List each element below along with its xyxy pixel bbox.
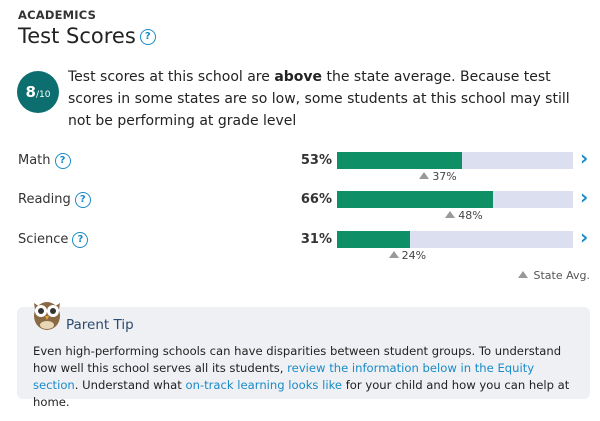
help-icon[interactable]: ? bbox=[74, 191, 91, 208]
rating-scale: /10 bbox=[35, 90, 51, 100]
state-avg-marker bbox=[445, 211, 456, 218]
score-label: 31% bbox=[300, 232, 332, 247]
subject-label: Reading? bbox=[18, 191, 91, 208]
rating-badge: 8/10 bbox=[17, 71, 59, 113]
bar bbox=[337, 191, 493, 208]
help-icon[interactable]: ? bbox=[139, 29, 156, 45]
owl-icon bbox=[34, 302, 60, 330]
tip-body: Even high-performing schools can have di… bbox=[33, 343, 583, 411]
help-icon[interactable]: ? bbox=[54, 152, 71, 169]
state-avg-label: 37% bbox=[432, 170, 457, 183]
bar bbox=[337, 152, 463, 169]
tip-link[interactable]: review the information below in the Equi… bbox=[33, 361, 535, 392]
rating-score: 8 bbox=[25, 83, 36, 101]
bar-track bbox=[337, 191, 573, 208]
state-avg-label: 48% bbox=[458, 209, 483, 222]
chevron[interactable]: › bbox=[580, 185, 589, 209]
tip-box: Parent Tip Even high-performing schools … bbox=[17, 302, 590, 409]
subject-label: Math? bbox=[18, 152, 71, 169]
state-avg-label: 24% bbox=[401, 249, 427, 262]
legend-marker bbox=[517, 271, 528, 278]
tip-link[interactable]: on-track learning looks like bbox=[185, 378, 343, 392]
tip-title: Parent Tip bbox=[66, 317, 134, 333]
subject-label: Science? bbox=[18, 231, 89, 248]
summary-text: the state average. Because test scores i… bbox=[68, 69, 570, 129]
subject-name: Math bbox=[18, 153, 51, 168]
summary-text: Test scores at this school are bbox=[68, 69, 275, 85]
subject-name: Science bbox=[18, 232, 69, 247]
state-avg-marker bbox=[419, 172, 430, 179]
bar-track bbox=[337, 231, 573, 248]
title-text: Test Scores bbox=[18, 24, 136, 48]
summary-emphasis: above bbox=[274, 69, 323, 85]
eyebrow: ACADEMICS bbox=[18, 8, 97, 22]
summary: Test scores at this school are above the… bbox=[68, 66, 588, 132]
bar-track bbox=[337, 152, 573, 169]
tip-text: Even high-performing schools can have di… bbox=[33, 344, 562, 375]
score-label: 53% bbox=[300, 153, 332, 168]
chevron[interactable]: › bbox=[580, 146, 589, 170]
chevron[interactable]: › bbox=[580, 225, 589, 249]
subject-name: Reading bbox=[18, 192, 71, 207]
help-icon[interactable]: ? bbox=[72, 231, 89, 248]
title: Test Scores? bbox=[18, 24, 156, 48]
legend: State Avg. bbox=[517, 269, 590, 282]
state-avg-marker bbox=[388, 251, 399, 258]
tip-text: for your child and how you can help at h… bbox=[33, 378, 570, 409]
tip-text: . Understand what bbox=[74, 378, 186, 392]
score-label: 66% bbox=[300, 192, 332, 207]
bar bbox=[337, 231, 411, 248]
legend-label: State Avg. bbox=[533, 269, 590, 282]
